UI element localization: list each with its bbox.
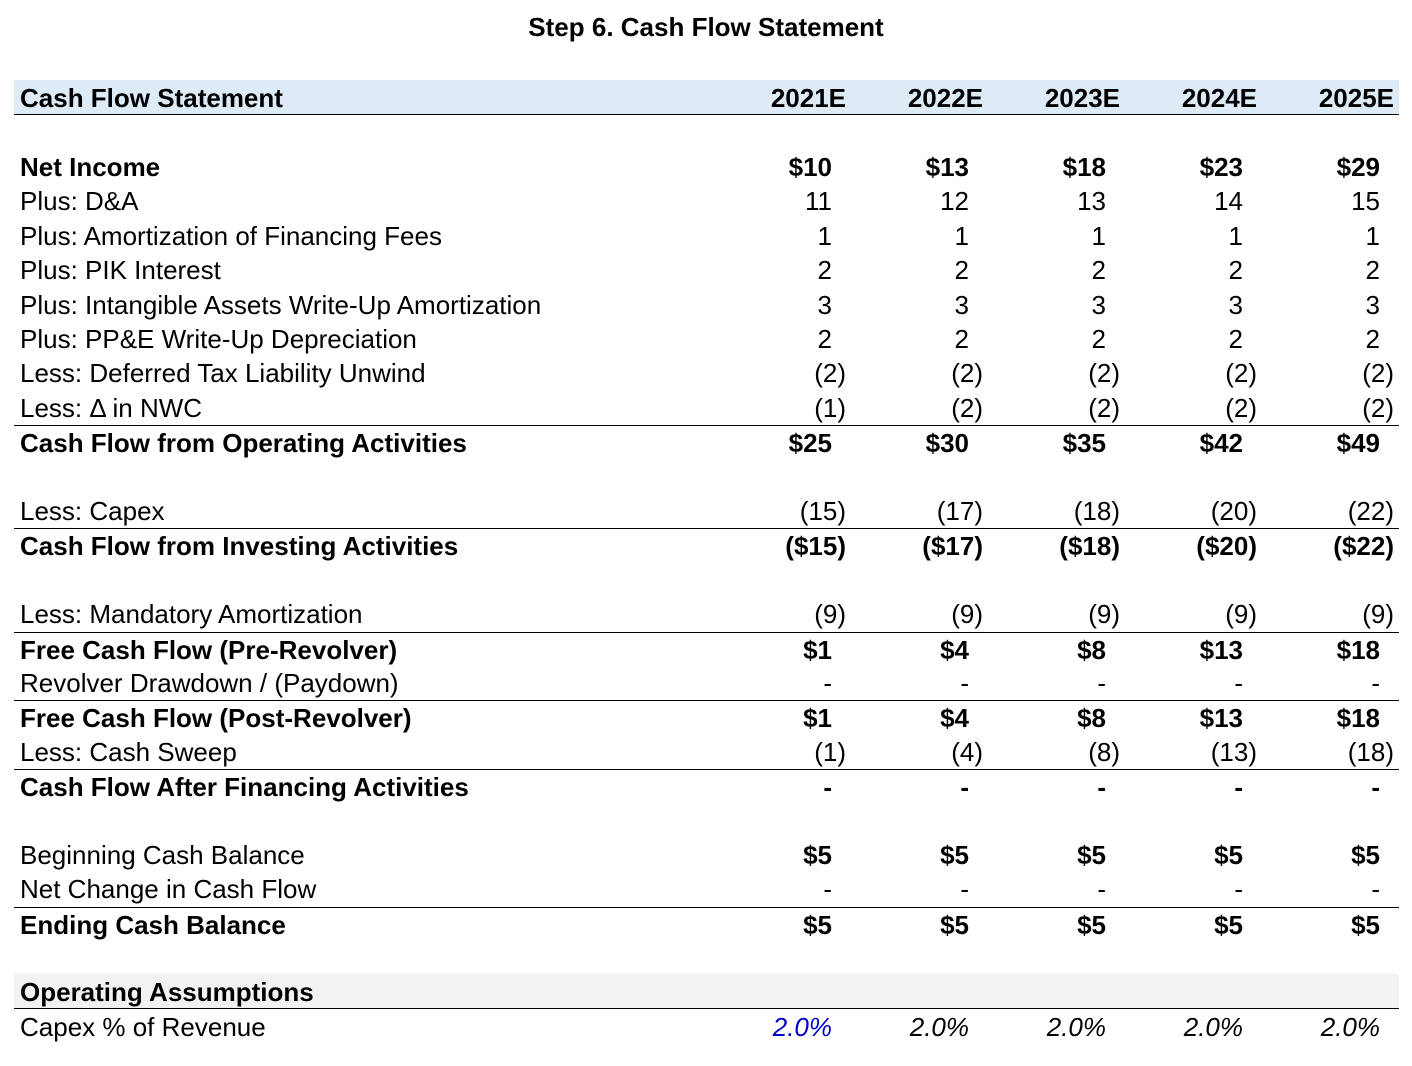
header-label: Cash Flow Statement bbox=[20, 83, 283, 113]
spacer-row bbox=[14, 804, 1399, 838]
table-row-capex-pct: Capex % of Revenue 2.0% 2.0% 2.0% 2.0% 2… bbox=[20, 1012, 1380, 1042]
table-row-cfo: Cash Flow from Operating Activities $25 … bbox=[14, 425, 1399, 460]
table-row-capex: Less: Capex (15) (17) (18) (20) (22) bbox=[20, 496, 1394, 526]
year-header: 2022E bbox=[907, 83, 983, 113]
table-row-ending-cash: Ending Cash Balance $5 $5 $5 $5 $5 bbox=[14, 906, 1399, 942]
table-row-beginning-cash: Beginning Cash Balance $5 $5 $5 $5 $5 bbox=[20, 840, 1380, 870]
operating-assumptions-header: Operating Assumptions bbox=[14, 974, 1399, 1009]
spacer-row bbox=[14, 460, 1399, 494]
year-header: 2021E bbox=[770, 83, 846, 113]
year-header: 2024E bbox=[1181, 83, 1257, 113]
table-row-net-change: Net Change in Cash Flow - - - - - bbox=[20, 874, 1380, 905]
table-row-fcf-pre-revolver: Free Cash Flow (Pre-Revolver) $1 $4 $8 $… bbox=[14, 631, 1399, 667]
table-row-fcf-post-revolver: Free Cash Flow (Post-Revolver) $1 $4 $8 … bbox=[14, 700, 1399, 735]
table-header: Cash Flow Statement 2021E 2022E 2023E 20… bbox=[14, 80, 1399, 115]
table-row-amort-fees: Plus: Amortization of Financing Fees 1 1… bbox=[20, 220, 1380, 251]
table-row-intangible: Plus: Intangible Assets Write-Up Amortiz… bbox=[20, 289, 1380, 320]
table-row-revolver: Revolver Drawdown / (Paydown) - - - - - bbox=[20, 668, 1380, 698]
table-row-net-income: Net Income $10 $13 $18 $23 $29 bbox=[20, 152, 1380, 182]
table-row-ppe: Plus: PP&E Write-Up Depreciation 2 2 2 2… bbox=[20, 324, 1380, 354]
table-row-cfi: Cash Flow from Investing Activities ($15… bbox=[14, 528, 1399, 563]
table-row-dtl: Less: Deferred Tax Liability Unwind (2) … bbox=[20, 358, 1394, 389]
table-row-pik: Plus: PIK Interest 2 2 2 2 2 bbox=[20, 255, 1380, 286]
year-header: 2023E bbox=[1044, 83, 1120, 113]
table-row-da: Plus: D&A 11 12 13 14 15 bbox=[20, 186, 1380, 217]
spacer-row bbox=[14, 563, 1399, 597]
table-row-nwc: Less: Δ in NWC (1) (2) (2) (2) (2) bbox=[20, 392, 1394, 423]
table-row-cash-sweep: Less: Cash Sweep (1) (4) (8) (13) (18) bbox=[20, 736, 1394, 767]
year-header: 2025E bbox=[1318, 83, 1394, 113]
table-row-mandatory-amortization: Less: Mandatory Amortization (9) (9) (9)… bbox=[20, 599, 1394, 630]
page-title: Step 6. Cash Flow Statement bbox=[528, 12, 884, 42]
table-row-cf-after-financing: Cash Flow After Financing Activities - -… bbox=[14, 769, 1399, 804]
